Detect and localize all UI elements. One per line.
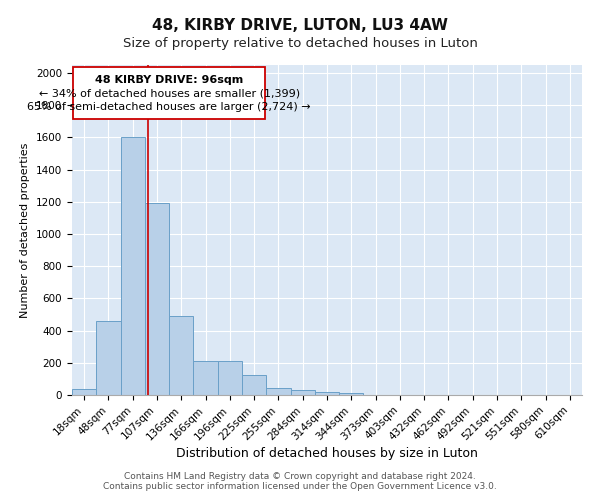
Bar <box>339 392 364 395</box>
Bar <box>242 375 266 395</box>
Text: Contains HM Land Registry data © Crown copyright and database right 2024.: Contains HM Land Registry data © Crown c… <box>124 472 476 481</box>
Bar <box>290 390 315 395</box>
Bar <box>145 204 169 395</box>
Text: Size of property relative to detached houses in Luton: Size of property relative to detached ho… <box>122 38 478 51</box>
Text: 65% of semi-detached houses are larger (2,724) →: 65% of semi-detached houses are larger (… <box>28 102 311 112</box>
Text: Contains public sector information licensed under the Open Government Licence v3: Contains public sector information licen… <box>103 482 497 491</box>
Text: 48 KIRBY DRIVE: 96sqm: 48 KIRBY DRIVE: 96sqm <box>95 75 243 85</box>
Bar <box>121 138 145 395</box>
Bar <box>266 388 290 395</box>
Y-axis label: Number of detached properties: Number of detached properties <box>20 142 31 318</box>
Bar <box>169 316 193 395</box>
Text: ← 34% of detached houses are smaller (1,399): ← 34% of detached houses are smaller (1,… <box>38 88 300 98</box>
Bar <box>96 321 121 395</box>
Bar <box>218 361 242 395</box>
Bar <box>72 390 96 395</box>
Bar <box>315 392 339 395</box>
X-axis label: Distribution of detached houses by size in Luton: Distribution of detached houses by size … <box>176 447 478 460</box>
Text: 48, KIRBY DRIVE, LUTON, LU3 4AW: 48, KIRBY DRIVE, LUTON, LU3 4AW <box>152 18 448 32</box>
FancyBboxPatch shape <box>73 68 265 119</box>
Bar <box>193 361 218 395</box>
